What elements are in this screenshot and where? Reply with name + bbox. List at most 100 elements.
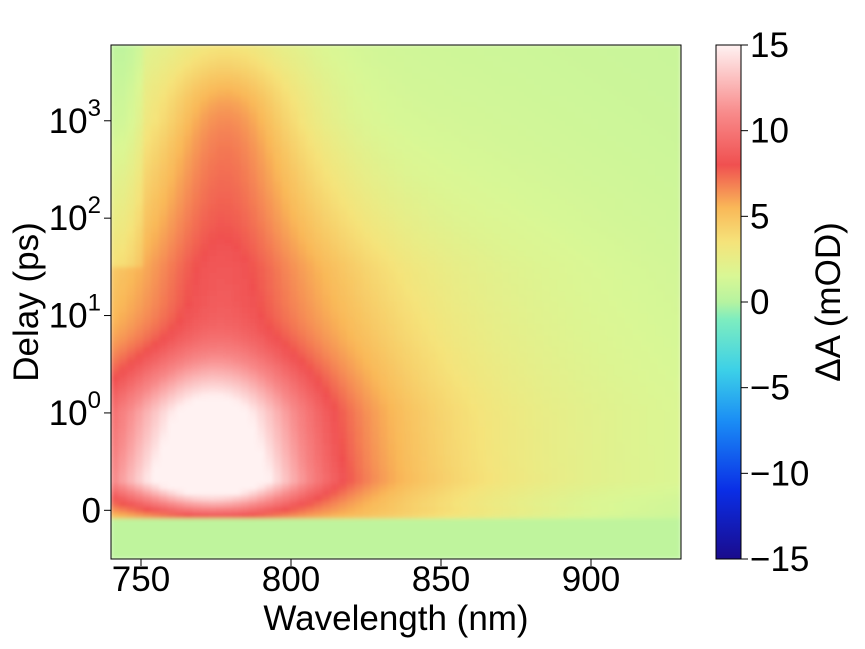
heatmap-cell: [542, 113, 552, 120]
heatmap-cell: [232, 255, 242, 263]
heatmap-cell: [485, 90, 495, 97]
heatmap-cell: [615, 170, 625, 177]
heatmap-cell: [167, 330, 177, 337]
heatmap-cell: [460, 307, 470, 314]
heatmap-cell: [200, 158, 210, 166]
heatmap-cell: [297, 170, 307, 177]
heatmap-cell: [444, 90, 454, 97]
heatmap-cell: [248, 278, 259, 286]
heatmap-cell: [476, 410, 487, 417]
heatmap-cell: [330, 261, 340, 269]
heatmap-cell: [354, 370, 364, 377]
heatmap-cell: [143, 284, 153, 292]
heatmap-cell: [509, 324, 519, 332]
heatmap-cell: [111, 113, 120, 120]
heatmap-cell: [134, 192, 145, 200]
heatmap-cell: [143, 330, 153, 337]
heatmap-cell: [460, 210, 470, 217]
heatmap-cell: [118, 364, 128, 372]
heatmap-cell: [436, 187, 446, 194]
heatmap-cell: [468, 101, 478, 109]
heatmap-cell: [639, 284, 649, 292]
heatmap-cell: [216, 55, 226, 63]
heatmap-cell: [281, 278, 291, 286]
heatmap-cell: [281, 267, 291, 274]
heatmap-cell: [574, 78, 584, 86]
heatmap-cell: [338, 370, 348, 377]
heatmap-cell: [550, 250, 560, 257]
heatmap-cell: [566, 370, 576, 377]
heatmap-cell: [509, 61, 519, 69]
heatmap-cell: [444, 358, 454, 366]
heatmap-cell: [468, 364, 478, 372]
heatmap-cell: [232, 449, 242, 457]
heatmap-cell: [151, 375, 161, 383]
heatmap-cell: [346, 95, 356, 103]
heatmap-cell: [476, 415, 487, 423]
heatmap-cell: [248, 307, 259, 314]
heatmap-cell: [419, 438, 430, 446]
heatmap-cell: [134, 449, 145, 457]
heatmap-cell: [167, 95, 177, 103]
heatmap-cell: [403, 278, 413, 286]
heatmap-cell: [330, 50, 340, 57]
heatmap-cell: [590, 284, 601, 292]
heatmap-cell: [362, 427, 373, 434]
heatmap-cell: [216, 61, 226, 69]
heatmap-cell: [216, 101, 226, 109]
heatmap-cell: [533, 147, 544, 155]
heatmap-cell: [525, 141, 535, 149]
heatmap-cell: [322, 421, 332, 429]
heatmap-cell: [257, 330, 267, 337]
heatmap-cell: [419, 221, 430, 229]
heatmap-cell: [452, 187, 462, 194]
heatmap-cell: [330, 84, 340, 92]
heatmap-cell: [664, 427, 674, 434]
heatmap-cell: [403, 404, 413, 412]
heatmap-cell: [485, 284, 495, 292]
heatmap-cell: [371, 45, 381, 52]
heatmap-cell: [403, 255, 413, 263]
heatmap-cell: [134, 198, 145, 206]
heatmap-cell: [330, 170, 340, 177]
heatmap-cell: [631, 221, 641, 229]
heatmap-cell: [411, 330, 421, 337]
heatmap-cell: [525, 113, 535, 120]
heatmap-cell: [143, 187, 153, 194]
heatmap-cell: [118, 375, 128, 383]
heatmap-cell: [533, 153, 544, 160]
heatmap-cell: [403, 153, 413, 160]
heatmap-cell: [468, 290, 478, 297]
heatmap-cell: [330, 210, 340, 217]
heatmap-cell: [468, 330, 478, 337]
heatmap-cell: [509, 404, 519, 412]
heatmap-cell: [305, 387, 316, 394]
heatmap-cell: [151, 238, 161, 246]
heatmap-cell: [257, 61, 267, 69]
heatmap-cell: [314, 101, 324, 109]
heatmap-cell: [175, 410, 185, 417]
heatmap-cell: [550, 210, 560, 217]
heatmap-cell: [257, 347, 267, 354]
heatmap-cell: [281, 301, 291, 309]
heatmap-cell: [281, 67, 291, 75]
heatmap-cell: [200, 364, 210, 372]
heatmap-cell: [493, 67, 503, 75]
heatmap-cell: [248, 118, 259, 126]
heatmap-cell: [517, 347, 527, 354]
heatmap-cell: [159, 45, 169, 52]
heatmap-cell: [338, 410, 348, 417]
heatmap-cell: [134, 318, 145, 326]
heatmap-cell: [175, 221, 185, 229]
heatmap-cell: [371, 267, 381, 274]
heatmap-cell: [599, 301, 609, 309]
heatmap-cell: [542, 107, 552, 115]
heatmap-cell: [590, 410, 601, 417]
heatmap-cell: [387, 55, 397, 63]
heatmap-cell: [558, 415, 568, 423]
heatmap-cell: [468, 158, 478, 166]
heatmap-cell: [444, 84, 454, 92]
heatmap-cell: [615, 147, 625, 155]
heatmap-cell: [151, 290, 161, 297]
heatmap-cell: [118, 444, 128, 451]
